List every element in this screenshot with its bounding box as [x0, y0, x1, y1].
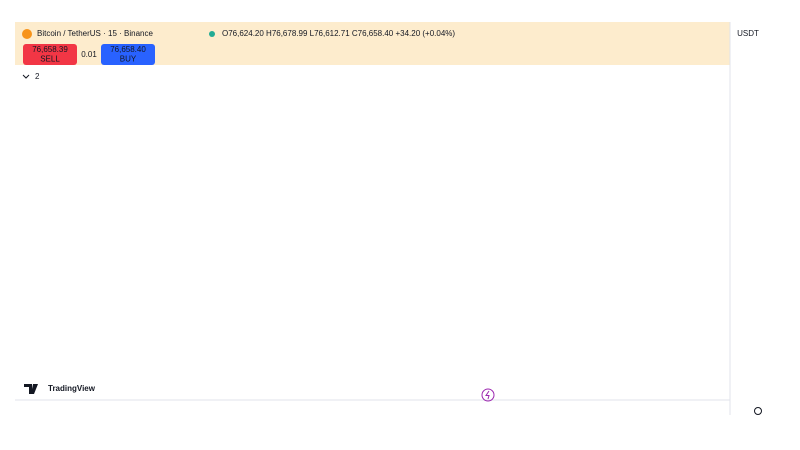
buy-button[interactable]	[101, 44, 155, 65]
symbol-title: Bitcoin / TetherUS · 15 · Binance	[37, 29, 153, 38]
brand: TradingView	[48, 384, 96, 393]
settings-icon[interactable]	[754, 407, 762, 415]
event-bolt	[485, 390, 490, 400]
buy-label[interactable]: BUY	[120, 55, 137, 64]
currency[interactable]: USDT	[737, 29, 759, 38]
brand-logo	[24, 384, 38, 394]
status-dot	[209, 31, 215, 37]
coin-icon	[22, 29, 32, 39]
sell-price[interactable]: 76,658.39	[32, 45, 68, 54]
ohlc-readout: O76,624.20 H76,678.99 L76,612.71 C76,658…	[222, 29, 455, 38]
buy-price[interactable]: 76,658.40	[110, 45, 146, 54]
indicator-chevron[interactable]	[22, 74, 30, 79]
indicator-count[interactable]: 2	[35, 72, 40, 81]
spread: 0.01	[81, 50, 97, 59]
sell-label[interactable]: SELL	[40, 55, 60, 64]
event-icon[interactable]	[481, 388, 495, 402]
sell-button[interactable]	[23, 44, 77, 65]
chart-frame	[15, 22, 800, 415]
